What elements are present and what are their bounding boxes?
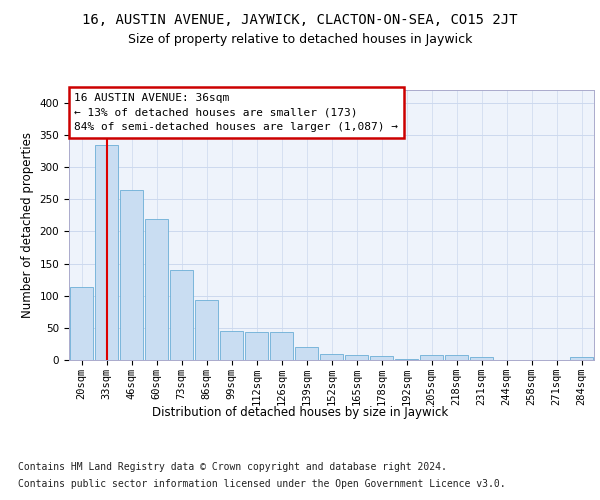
Bar bbox=[345, 355, 368, 360]
Bar bbox=[95, 144, 118, 360]
Bar bbox=[570, 357, 593, 360]
Bar bbox=[195, 300, 218, 360]
Bar bbox=[120, 190, 143, 360]
Bar bbox=[170, 270, 193, 360]
Bar bbox=[320, 354, 343, 360]
Text: Contains HM Land Registry data © Crown copyright and database right 2024.: Contains HM Land Registry data © Crown c… bbox=[18, 462, 447, 472]
Bar bbox=[295, 347, 318, 360]
Bar bbox=[470, 358, 493, 360]
Text: Distribution of detached houses by size in Jaywick: Distribution of detached houses by size … bbox=[152, 406, 448, 419]
Bar bbox=[245, 332, 268, 360]
Bar bbox=[220, 331, 243, 360]
Text: 16 AUSTIN AVENUE: 36sqm
← 13% of detached houses are smaller (173)
84% of semi-d: 16 AUSTIN AVENUE: 36sqm ← 13% of detache… bbox=[74, 92, 398, 132]
Bar bbox=[395, 358, 418, 360]
Bar bbox=[70, 288, 93, 360]
Bar bbox=[370, 356, 393, 360]
Bar bbox=[420, 355, 443, 360]
Bar bbox=[145, 218, 168, 360]
Text: Size of property relative to detached houses in Jaywick: Size of property relative to detached ho… bbox=[128, 32, 472, 46]
Text: Contains public sector information licensed under the Open Government Licence v3: Contains public sector information licen… bbox=[18, 479, 506, 489]
Y-axis label: Number of detached properties: Number of detached properties bbox=[21, 132, 34, 318]
Bar bbox=[270, 332, 293, 360]
Bar bbox=[445, 355, 468, 360]
Text: 16, AUSTIN AVENUE, JAYWICK, CLACTON-ON-SEA, CO15 2JT: 16, AUSTIN AVENUE, JAYWICK, CLACTON-ON-S… bbox=[82, 12, 518, 26]
